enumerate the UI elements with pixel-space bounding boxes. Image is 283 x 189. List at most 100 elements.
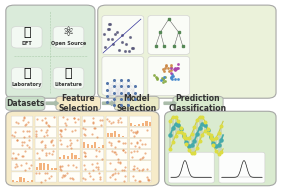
Point (81, 127, 85, 130)
Point (160, 80, 165, 83)
Point (132, 150, 136, 153)
Bar (78, 158, 80, 159)
Point (168, 66, 173, 69)
Point (130, 47, 135, 50)
Point (82, 133, 86, 136)
Point (120, 149, 125, 152)
Point (14, 163, 19, 166)
Point (184, 141, 188, 144)
Bar (102, 145, 104, 148)
Point (111, 173, 116, 176)
FancyBboxPatch shape (35, 172, 56, 182)
Point (109, 143, 113, 146)
FancyBboxPatch shape (130, 161, 151, 171)
FancyArrow shape (102, 101, 115, 106)
Point (82, 150, 87, 153)
Point (171, 127, 175, 130)
FancyBboxPatch shape (106, 161, 127, 171)
Point (44, 133, 49, 136)
Point (146, 178, 150, 181)
Point (176, 130, 181, 133)
Point (171, 141, 175, 144)
Point (58, 143, 63, 146)
FancyBboxPatch shape (11, 26, 42, 48)
Point (69, 146, 74, 149)
Point (65, 118, 69, 121)
Point (184, 137, 188, 140)
Point (141, 155, 146, 158)
Point (22, 141, 27, 144)
Bar (145, 121, 147, 126)
Point (176, 77, 181, 80)
Point (116, 120, 121, 123)
Point (40, 139, 45, 143)
Point (44, 131, 48, 134)
Point (98, 118, 102, 121)
FancyBboxPatch shape (11, 139, 33, 149)
Point (96, 168, 100, 171)
Point (137, 146, 142, 149)
Bar (71, 153, 73, 159)
Point (14, 139, 19, 142)
Point (119, 33, 124, 36)
Point (168, 120, 172, 123)
Point (130, 130, 135, 133)
Point (135, 140, 140, 143)
Point (168, 75, 173, 78)
Point (50, 152, 54, 155)
Point (59, 134, 63, 137)
Point (145, 167, 150, 170)
Point (219, 151, 224, 154)
Point (68, 143, 73, 146)
Point (57, 128, 62, 131)
Point (189, 144, 194, 147)
Point (44, 153, 48, 156)
Point (44, 152, 49, 155)
Point (200, 116, 205, 119)
Point (110, 149, 114, 152)
FancyBboxPatch shape (35, 139, 56, 149)
Point (163, 75, 167, 78)
FancyBboxPatch shape (11, 161, 33, 171)
Point (52, 116, 56, 119)
Point (39, 149, 44, 152)
FancyBboxPatch shape (130, 116, 151, 126)
Point (34, 135, 38, 138)
Point (43, 143, 48, 146)
Point (60, 116, 65, 119)
FancyBboxPatch shape (11, 150, 33, 160)
Point (83, 133, 87, 136)
Point (63, 128, 68, 131)
FancyBboxPatch shape (102, 56, 144, 95)
FancyBboxPatch shape (130, 150, 151, 160)
Bar (138, 124, 140, 126)
Point (119, 40, 124, 43)
Point (26, 139, 31, 142)
FancyBboxPatch shape (35, 150, 56, 160)
Point (169, 76, 173, 79)
Point (83, 128, 87, 131)
Point (112, 151, 117, 154)
Point (112, 150, 116, 153)
Point (65, 145, 69, 148)
Point (147, 179, 151, 182)
FancyBboxPatch shape (82, 161, 104, 171)
Text: 🧪: 🧪 (23, 67, 31, 80)
Point (161, 75, 166, 78)
Point (137, 168, 142, 171)
Point (123, 50, 127, 53)
Point (135, 142, 140, 145)
Point (173, 67, 178, 70)
Point (62, 175, 66, 178)
Point (198, 126, 202, 129)
Point (20, 143, 25, 146)
Bar (12, 180, 14, 182)
Point (132, 135, 137, 138)
FancyBboxPatch shape (102, 15, 144, 54)
Bar (107, 133, 109, 137)
Point (95, 161, 100, 164)
FancyBboxPatch shape (106, 150, 127, 160)
Point (110, 42, 115, 45)
Point (214, 145, 218, 148)
Bar (83, 143, 85, 148)
